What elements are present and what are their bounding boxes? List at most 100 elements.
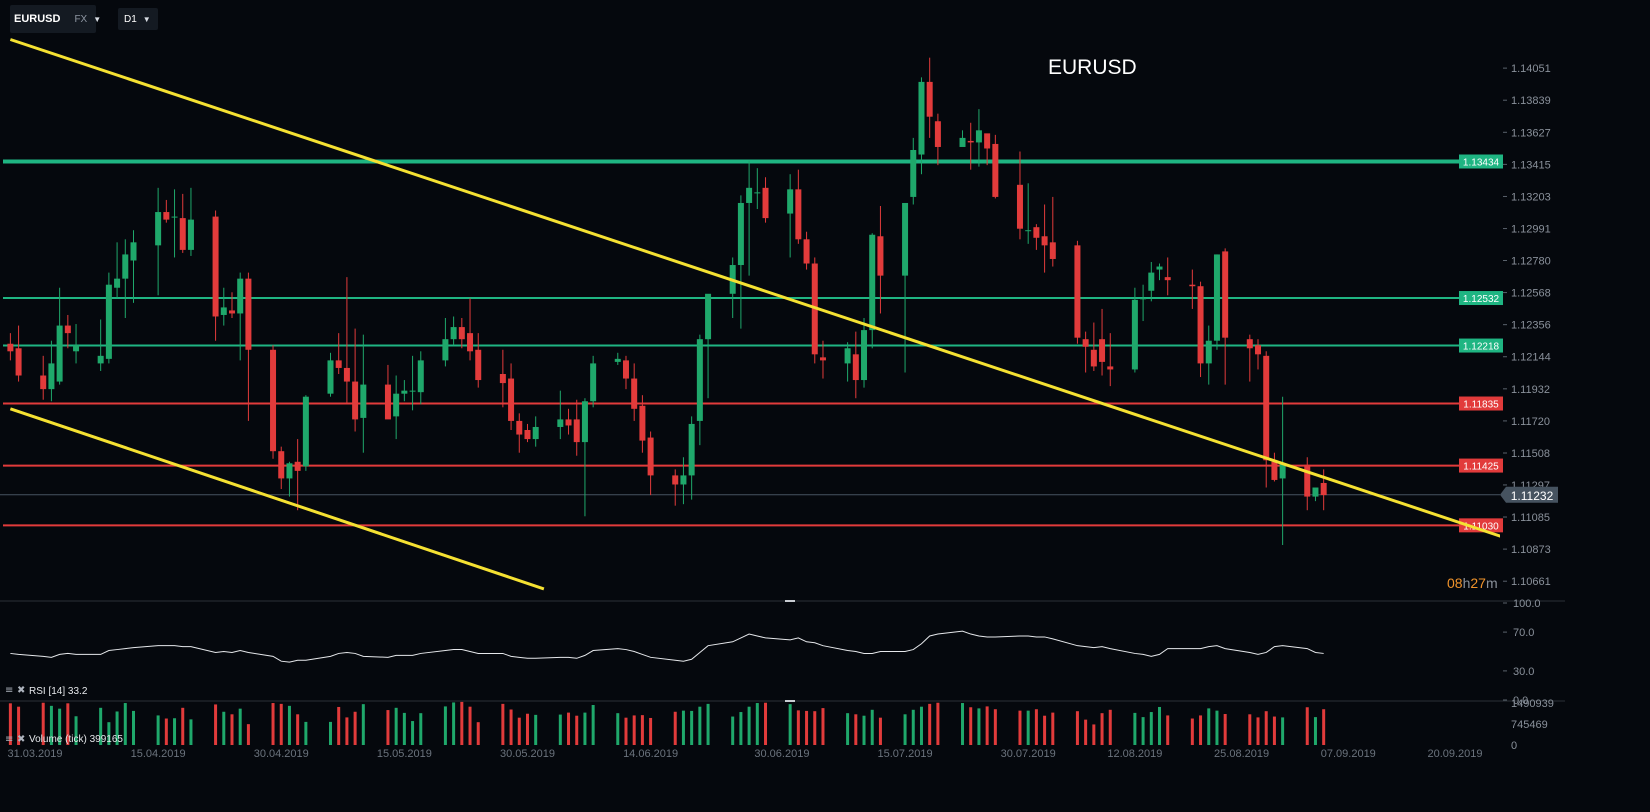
candle-body: [343, 367, 350, 382]
volume-bar: [501, 703, 505, 745]
volume-bar: [1018, 710, 1022, 745]
candle-body: [573, 419, 580, 443]
volume-bar: [164, 718, 168, 745]
volume-bar: [1026, 710, 1030, 745]
volume-bar: [878, 717, 882, 745]
rsi-tick-label: 30.0: [1513, 666, 1534, 678]
candle-body: [680, 475, 687, 485]
candle-body: [475, 349, 482, 381]
volume-bar: [386, 710, 390, 745]
price-axis: 1.14051 1.13839 1.13627 1.13415 1.13203 1.129…: [1503, 63, 1551, 588]
candle-body: [852, 354, 859, 381]
candle-body: [795, 189, 802, 240]
candle-body: [220, 307, 227, 315]
price-tick-label: 1.13203: [1511, 191, 1551, 203]
candle-body: [237, 278, 244, 314]
volume-bar: [1141, 717, 1145, 745]
panel-resize-handle: [785, 600, 795, 602]
volume-bar: [919, 706, 923, 745]
candle-body: [1255, 345, 1262, 355]
candle-body: [1025, 230, 1032, 232]
volume-bar: [58, 708, 62, 745]
volume-bar: [731, 716, 735, 745]
price-tick-label: 1.11932: [1511, 384, 1550, 396]
candle-body: [902, 202, 909, 276]
candle-body: [360, 384, 367, 418]
candle-body: [228, 310, 235, 314]
volume-bar: [271, 703, 275, 745]
volume-bar: [534, 714, 538, 745]
volume-bar: [796, 710, 800, 745]
date-tick-label: 25.08.2019: [1214, 748, 1269, 760]
volume-bar: [706, 703, 710, 745]
chevron-down-icon: ▼: [93, 14, 102, 24]
volume-bar: [99, 707, 103, 745]
price-tick-label: 1.13839: [1511, 95, 1551, 107]
price-level-label: 1.11835: [1463, 400, 1499, 411]
timeframe-selector[interactable]: D1 ▼: [118, 8, 158, 30]
candle-body: [442, 339, 449, 361]
volume-bar: [49, 705, 53, 745]
candle-body: [270, 349, 277, 452]
candle-body: [1090, 349, 1097, 367]
candle-body: [327, 360, 334, 394]
candle-body: [458, 327, 465, 340]
volume-bar: [460, 701, 464, 745]
rsi-line: [10, 630, 1324, 663]
volume-bar: [181, 707, 185, 745]
candle-body: [393, 393, 400, 417]
volume-bar: [928, 703, 932, 745]
rsi-tick-label: 100.0: [1513, 598, 1541, 610]
candle-body: [1312, 487, 1319, 497]
countdown-part: h: [1463, 575, 1471, 591]
volume-bar: [1215, 710, 1219, 745]
candle-body: [622, 360, 629, 379]
volume-bar: [1264, 711, 1268, 745]
candle-body: [105, 284, 112, 359]
candle-body: [64, 325, 71, 334]
candle-body: [1197, 286, 1204, 364]
volume-bar: [189, 719, 193, 745]
volume-bar: [747, 706, 751, 745]
volume-bar: [411, 721, 415, 745]
price-level-label: 1.11425: [1463, 462, 1499, 473]
date-tick-label: 15.05.2019: [377, 748, 432, 760]
rsi-legend: ≡ ✖ RSI [14] 33.2: [5, 685, 88, 697]
price-tick-label: 1.12568: [1511, 288, 1551, 300]
volume-bar: [985, 706, 989, 745]
price-tick-label: 1.11508: [1511, 448, 1550, 460]
symbol-selector[interactable]: EURUSD FX ▼: [10, 5, 101, 33]
date-tick-label: 15.04.2019: [131, 748, 186, 760]
volume-bar: [575, 715, 579, 745]
candle-body: [278, 451, 285, 479]
volume-bar: [854, 714, 858, 745]
candle-body: [1320, 482, 1327, 496]
candle-body: [590, 363, 597, 402]
trendline: [9, 38, 1500, 538]
volume-bar: [8, 703, 12, 745]
candle-body: [97, 355, 104, 364]
candle-body: [861, 330, 868, 381]
volume-bar: [279, 703, 283, 745]
date-tick-label: 30.04.2019: [254, 748, 309, 760]
volume-bar: [1149, 712, 1153, 745]
candle-body: [302, 396, 309, 467]
candle-body: [1304, 464, 1311, 497]
candle-body: [409, 390, 416, 392]
candle-body: [1156, 266, 1163, 270]
volume-bar: [452, 702, 456, 745]
candle-body: [286, 463, 293, 479]
candle-body: [787, 189, 794, 214]
candle-body: [48, 363, 55, 390]
volume-bar: [476, 722, 480, 745]
volume-bar: [755, 703, 759, 745]
candle-body: [557, 419, 564, 427]
price-level-tag: [1459, 458, 1503, 473]
symbol-type: FX: [74, 13, 88, 25]
volume-bar: [337, 706, 341, 745]
price-tick-label: 1.12144: [1511, 352, 1551, 364]
volume-bar: [328, 721, 332, 745]
volume-bar: [222, 711, 226, 745]
candle-body: [639, 405, 646, 441]
